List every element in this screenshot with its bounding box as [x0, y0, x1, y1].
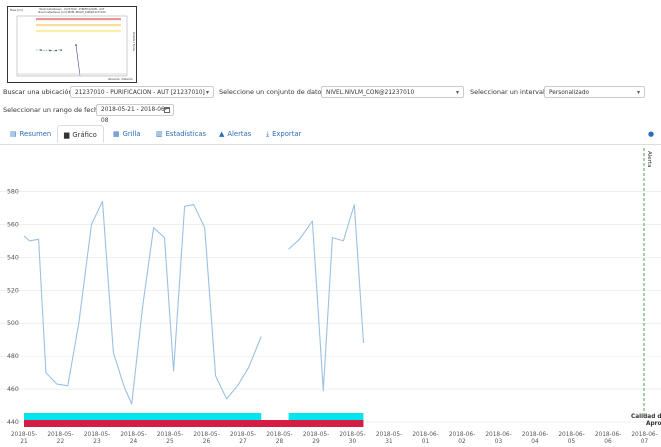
x-tick-label: 07: [641, 439, 649, 445]
dataset-select[interactable]: NIVEL.NIVLM_CON@21237010 ▾: [321, 86, 464, 98]
tab-label: Alertas: [227, 130, 252, 138]
tab-resumen[interactable]: ▤ Resumen: [4, 125, 57, 143]
thumbnail-plot: [16, 15, 128, 77]
quality-label: Apro: [646, 421, 661, 427]
grid-icon: ▦: [113, 130, 120, 138]
x-tick-label: 29: [312, 439, 320, 445]
stats-icon: ▥: [156, 130, 163, 138]
x-tick-label: 2018-06-: [522, 432, 548, 438]
level-chart[interactable]: 440 460 480 500 520 540 560 580 Alerta Calidad dA…: [0, 146, 661, 447]
alert-label: Alerta: [646, 151, 652, 167]
x-tick-label: 26: [203, 439, 211, 445]
y-tick-label: 520: [7, 287, 19, 294]
y-tick-label: 540: [7, 254, 19, 261]
x-tick-label: 30: [349, 439, 357, 445]
x-tick-label: 2018-05-: [11, 432, 37, 438]
x-tick-label: 21: [20, 439, 28, 445]
x-tick-label: 04: [531, 439, 539, 445]
interval-value: Personalizado: [549, 90, 590, 96]
x-tick-label: 2018-05-: [376, 432, 402, 438]
chevron-down-icon: ▾: [455, 89, 459, 96]
y-tick-label: 560: [7, 221, 19, 228]
x-tick-label: 2018-05-: [303, 432, 329, 438]
y-tick-label: 480: [7, 353, 19, 360]
x-tick-label: 27: [239, 439, 247, 445]
bar-chart-icon: ▆: [64, 131, 70, 139]
date-range-value: 2018-05-21 - 2018-06-08: [101, 107, 167, 124]
y-tick-label: 580: [7, 188, 19, 195]
x-tick-label: 2018-05-: [120, 432, 146, 438]
x-tick-label: 23: [93, 439, 101, 445]
location-value: 21237010 - PURIFICACION - AUT [21237010]: [75, 90, 205, 96]
x-tick-label: 2018-05-: [47, 432, 73, 438]
y-tick-label: 500: [7, 320, 19, 327]
tab-estadisticas[interactable]: ▥ Estadísticas: [150, 125, 212, 143]
chevron-down-icon: ▾: [205, 89, 209, 96]
series-line: [23, 200, 262, 405]
interval-label: Seleccionar un intervalo:: [470, 88, 551, 96]
info-button[interactable]: ●: [644, 125, 661, 143]
date-range-input[interactable]: 2018-05-21 - 2018-06-08: [96, 104, 174, 124]
interval-select[interactable]: Personalizado ▾: [544, 86, 645, 98]
x-tick-label: 31: [385, 439, 393, 445]
series-line: [288, 204, 365, 392]
tab-label: Estadísticas: [165, 130, 207, 138]
tab-bar: ▤ Resumen ▆ Gráfico ▦ Grilla ▥ Estadísticas …: [0, 125, 661, 145]
chart-thumbnail[interactable]: Nivel Instantáneo - 21237010 - PURIFICAC…: [7, 6, 137, 83]
info-icon: ●: [648, 130, 655, 138]
x-tick-label: 2018-06-: [449, 432, 475, 438]
tab-label: Grilla: [122, 130, 141, 138]
x-tick-label: 2018-05-: [339, 432, 365, 438]
y-tick-label: 440: [7, 419, 19, 426]
x-tick-label: 2018-05-: [266, 432, 292, 438]
x-tick-label: 2018-06-: [595, 432, 621, 438]
tab-label: Gráfico: [72, 131, 97, 139]
x-tick-label: 2018-06-: [485, 432, 511, 438]
x-tick-label: 2018-06-: [631, 432, 657, 438]
quality-label: Calidad d: [631, 414, 661, 420]
tab-grilla[interactable]: ▦ Grilla: [107, 125, 147, 143]
location-select[interactable]: 21237010 - PURIFICACION - AUT [21237010]…: [70, 86, 214, 98]
thumbnail-ylabel: Periodo / Fecha: [132, 32, 135, 52]
x-tick-label: 06: [604, 439, 612, 445]
location-label: Buscar una ubicación:: [3, 88, 75, 96]
y-tick-label: 460: [7, 386, 19, 393]
tab-alertas[interactable]: ▲ Alertas: [213, 125, 257, 143]
tab-label: Exportar: [272, 130, 302, 138]
tab-exportar[interactable]: ⤓ Exportar: [260, 125, 307, 143]
tab-label: Resumen: [19, 130, 52, 138]
table-icon: ▤: [10, 130, 17, 138]
chevron-down-icon: ▾: [636, 89, 640, 96]
x-tick-label: 05: [568, 439, 576, 445]
thumbnail-meta: Nivel [cm]: [10, 9, 23, 12]
quality-band-cyan: [24, 413, 262, 420]
quality-band-cyan: [288, 413, 364, 420]
thumbnail-footer: Ubicación / Estación: [107, 78, 133, 81]
x-tick-label: 2018-06-: [558, 432, 584, 438]
x-tick-label: 2018-05-: [157, 432, 183, 438]
range-label: Seleccionar un rango de fecha:: [3, 106, 105, 114]
dataset-label: Seleccione un conjunto de datos:: [219, 88, 328, 96]
x-tick-label: 24: [130, 439, 138, 445]
x-tick-label: 2018-05-: [230, 432, 256, 438]
x-tick-label: 2018-06-: [412, 432, 438, 438]
warning-icon: ▲: [219, 130, 225, 138]
x-tick-label: 28: [276, 439, 284, 445]
quality-band-red: [24, 420, 364, 427]
calendar-icon[interactable]: [164, 107, 170, 113]
x-tick-label: 03: [495, 439, 503, 445]
x-tick-label: 22: [57, 439, 65, 445]
dataset-value: NIVEL.NIVLM_CON@21237010: [326, 90, 415, 96]
download-icon: ⤓: [266, 130, 270, 138]
tab-grafico[interactable]: ▆ Gráfico: [57, 125, 104, 143]
thumbnail-title: Nivel Instantáneo - 21237010 - PURIFICAC…: [38, 8, 106, 14]
x-tick-label: 01: [422, 439, 430, 445]
x-tick-label: 2018-05-: [193, 432, 219, 438]
x-tick-label: 2018-05-: [84, 432, 110, 438]
x-tick-label: 25: [166, 439, 174, 445]
x-tick-label: 02: [458, 439, 466, 445]
